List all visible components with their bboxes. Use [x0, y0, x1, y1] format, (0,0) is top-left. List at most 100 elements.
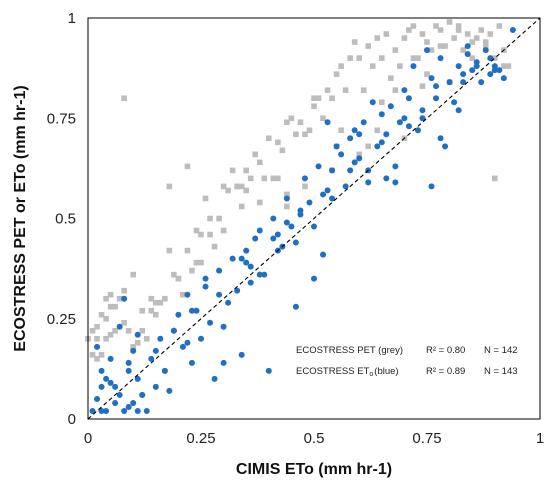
pet-point [496, 23, 503, 29]
eto-point [338, 151, 345, 158]
eto-point [329, 195, 336, 202]
x-axis-ticks: 0 0.25 0.5 0.75 1 [84, 430, 544, 447]
pet-point [329, 95, 335, 101]
pet-point [360, 87, 367, 93]
pet-point [256, 199, 263, 206]
eto-point [202, 275, 209, 282]
eto-point [184, 339, 191, 346]
eto-point [166, 387, 173, 394]
eto-point [89, 407, 96, 414]
pet-point [270, 175, 277, 182]
legend-pet-n: N = 142 [484, 345, 518, 356]
eto-point [451, 99, 458, 106]
legend-pet-label: ECOSTRESS PET (grey) [296, 345, 403, 356]
eto-point [442, 143, 449, 150]
eto-point [283, 195, 290, 202]
eto-point [378, 139, 385, 146]
pet-point [442, 43, 448, 49]
pet-point [238, 183, 245, 190]
y-tick-label: 0.5 [55, 211, 76, 228]
eto-point [225, 299, 232, 306]
pet-point [98, 311, 105, 318]
pet-point [238, 203, 245, 210]
eto-point [143, 407, 150, 414]
pet-point [157, 299, 164, 306]
eto-point [324, 187, 331, 194]
eto-point [419, 115, 426, 122]
eto-point [112, 399, 119, 406]
x-tick-label: 0 [84, 430, 92, 447]
pet-point [207, 231, 213, 238]
pet-point [103, 336, 109, 342]
x-tick-label: 0.25 [186, 430, 215, 447]
eto-point [401, 87, 408, 94]
pet-point [139, 327, 146, 334]
pet-point [112, 303, 118, 310]
pet-point [252, 151, 259, 158]
legend-eto-suffix: (blue) [374, 366, 398, 377]
eto-point [107, 355, 114, 362]
eto-point [238, 351, 245, 358]
eto-point [283, 219, 290, 226]
eto-point [188, 359, 195, 366]
pet-point [437, 27, 444, 33]
eto-point [179, 343, 186, 350]
pet-point [121, 319, 127, 326]
pet-point [193, 227, 200, 234]
eto-point [433, 95, 440, 102]
pet-point [415, 55, 421, 61]
eto-point [496, 67, 503, 74]
pet-point [130, 344, 136, 350]
y-tick-label: 1 [68, 10, 76, 27]
pet-point [275, 139, 281, 146]
eto-point [301, 175, 308, 182]
pet-point [410, 23, 417, 29]
eto-point [188, 307, 195, 314]
pet-point [351, 39, 358, 45]
pet-point [220, 227, 227, 234]
eto-point [464, 51, 471, 58]
pet-point [189, 267, 195, 274]
eto-point [351, 159, 358, 166]
pet-point [311, 95, 317, 101]
eto-point [175, 311, 182, 318]
eto-point [216, 267, 223, 274]
pet-point [202, 195, 209, 202]
eto-point [130, 347, 137, 354]
pet-point [284, 203, 290, 210]
eto-point [356, 155, 363, 162]
legend-pet-r2: R² = 0.80 [426, 345, 465, 356]
pet-point [406, 27, 412, 33]
pet-point [374, 35, 381, 41]
pet-point [148, 295, 155, 302]
pet-point [261, 175, 268, 182]
pet-point [455, 27, 462, 33]
pet-point [492, 175, 498, 182]
eto-point [202, 283, 209, 290]
y-axis-ticks: 0 0.25 0.5 0.75 1 [47, 10, 76, 428]
legend-eto-r2: R² = 0.89 [426, 366, 465, 377]
eto-point [116, 391, 123, 398]
eto-point [478, 79, 485, 86]
legend-eto-n: N = 143 [484, 366, 518, 377]
pet-point [302, 183, 308, 190]
pet-point [98, 352, 105, 358]
eto-point [220, 359, 227, 366]
plot-area-frame [87, 17, 541, 420]
pet-point [107, 303, 114, 310]
pet-point [266, 135, 272, 142]
pet-point [297, 119, 304, 126]
eto-point [437, 135, 444, 142]
eto-point [428, 75, 435, 82]
pet-point [311, 103, 317, 110]
pet-point [451, 35, 457, 41]
pet-point [243, 167, 249, 174]
eto-point [320, 191, 327, 198]
pet-point [356, 151, 362, 158]
pet-point [198, 259, 204, 266]
pet-point [153, 311, 159, 318]
pet-point [216, 215, 222, 222]
pet-point [424, 39, 430, 45]
eto-point [405, 123, 412, 130]
eto-point [107, 379, 114, 386]
